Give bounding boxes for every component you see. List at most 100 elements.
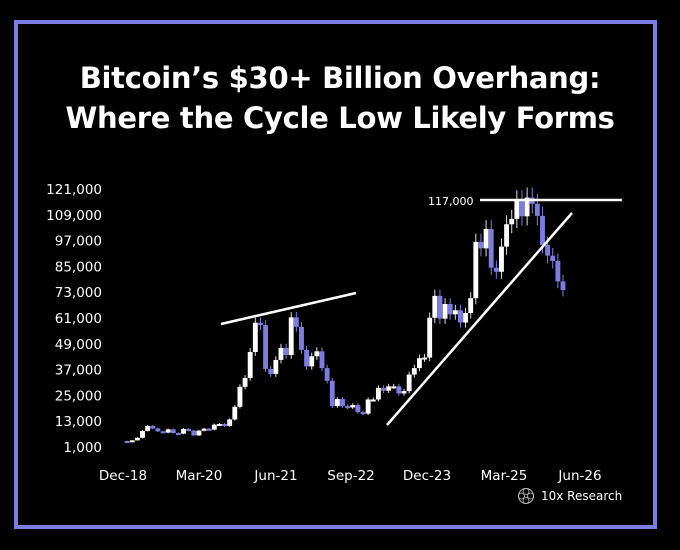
candle — [447, 304, 453, 315]
candle — [283, 347, 289, 355]
y-tick-label: 49,000 — [55, 337, 102, 353]
candle — [309, 356, 315, 367]
x-tick-label: Dec-23 — [403, 468, 451, 484]
x-tick-label: Dec-18 — [99, 468, 147, 484]
candle — [288, 317, 294, 355]
support-trend-line — [386, 212, 573, 426]
candle — [545, 244, 551, 256]
y-tick-label: 109,000 — [46, 208, 102, 224]
candle — [134, 437, 140, 441]
candle — [463, 313, 469, 323]
y-tick-label: 61,000 — [55, 311, 102, 327]
candle — [345, 406, 351, 409]
candle — [411, 368, 417, 375]
candle — [242, 377, 248, 387]
candle — [370, 399, 376, 402]
candle — [206, 428, 212, 431]
y-tick-label: 25,000 — [55, 388, 102, 404]
candle — [216, 423, 222, 426]
x-tick-label: Sep-22 — [327, 468, 375, 484]
candle — [442, 304, 448, 319]
brand: 10x Research — [517, 487, 622, 505]
candle — [165, 429, 171, 433]
candle — [252, 322, 258, 352]
candle — [391, 386, 397, 389]
candle — [324, 368, 330, 381]
candle — [381, 387, 386, 391]
title-line-2: Where the Cycle Low Likely Forms — [65, 101, 615, 135]
y-tick-label: 13,000 — [55, 414, 102, 430]
y-tick-label: 121,000 — [46, 182, 102, 198]
trend-lines — [220, 198, 622, 426]
x-tick-label: Mar-25 — [481, 468, 528, 484]
y-tick-label: 85,000 — [55, 259, 102, 275]
candle — [232, 406, 238, 420]
candle — [293, 317, 299, 327]
candle — [340, 399, 345, 407]
candle — [432, 295, 438, 318]
candle — [555, 261, 561, 282]
candle — [375, 387, 381, 400]
candle — [483, 228, 489, 249]
brand-name: 10x Research — [541, 489, 623, 503]
candle — [534, 203, 540, 216]
candle — [458, 310, 463, 323]
candle — [196, 430, 202, 436]
candle — [422, 357, 427, 360]
title-line-1: Bitcoin’s $30+ Billion Overhang: — [79, 61, 601, 95]
candle — [170, 429, 176, 434]
candle — [350, 405, 356, 408]
candle — [247, 351, 253, 378]
candle — [401, 391, 407, 394]
candle — [329, 380, 335, 407]
candle — [155, 428, 161, 432]
candle — [263, 325, 269, 369]
candle — [396, 386, 402, 394]
candle — [186, 428, 192, 431]
candle — [493, 267, 499, 272]
y-tick-label: 37,000 — [55, 363, 102, 379]
candle — [181, 428, 186, 434]
candle — [237, 386, 243, 407]
chart-frame — [14, 20, 657, 529]
candle — [304, 349, 310, 367]
candle — [129, 440, 135, 443]
candle — [273, 359, 279, 374]
candle — [299, 326, 304, 350]
x-axis: Dec-18 Mar-20 Jun-21 Sep-22 Dec-23 Mar-25 Jun-… — [99, 468, 602, 484]
candles — [124, 187, 566, 443]
x-tick-label: Jun-21 — [253, 468, 297, 484]
y-tick-label: 73,000 — [55, 285, 102, 301]
candle — [191, 430, 197, 436]
candle — [504, 224, 510, 247]
candle — [278, 347, 284, 360]
candle — [473, 241, 479, 299]
y-tick-label: 1,000 — [63, 440, 102, 456]
chart-title: Bitcoin’s $30+ Billion Overhang: Where t… — [0, 58, 680, 138]
candle — [488, 228, 494, 268]
candle — [334, 399, 340, 407]
candle — [386, 386, 392, 391]
candle — [524, 197, 530, 217]
10x-research-logo-icon — [518, 488, 534, 504]
candle — [452, 310, 458, 315]
candle — [437, 295, 443, 319]
candle — [416, 358, 422, 369]
candle — [427, 317, 433, 358]
candle — [540, 215, 545, 245]
y-axis: 121,000 109,000 97,000 85,000 73,000 61,000 49… — [46, 182, 102, 456]
candle — [360, 412, 366, 415]
candle — [550, 255, 556, 262]
candle — [150, 425, 156, 429]
resistance-line-2021 — [220, 291, 357, 326]
candle — [319, 351, 325, 369]
candle — [365, 399, 371, 414]
candle — [160, 431, 166, 434]
candle — [355, 405, 361, 413]
y-tick-label: 97,000 — [55, 234, 102, 250]
candle — [124, 440, 130, 443]
candle — [519, 200, 525, 217]
x-tick-label: Jun-26 — [557, 468, 601, 484]
candle — [227, 419, 233, 426]
